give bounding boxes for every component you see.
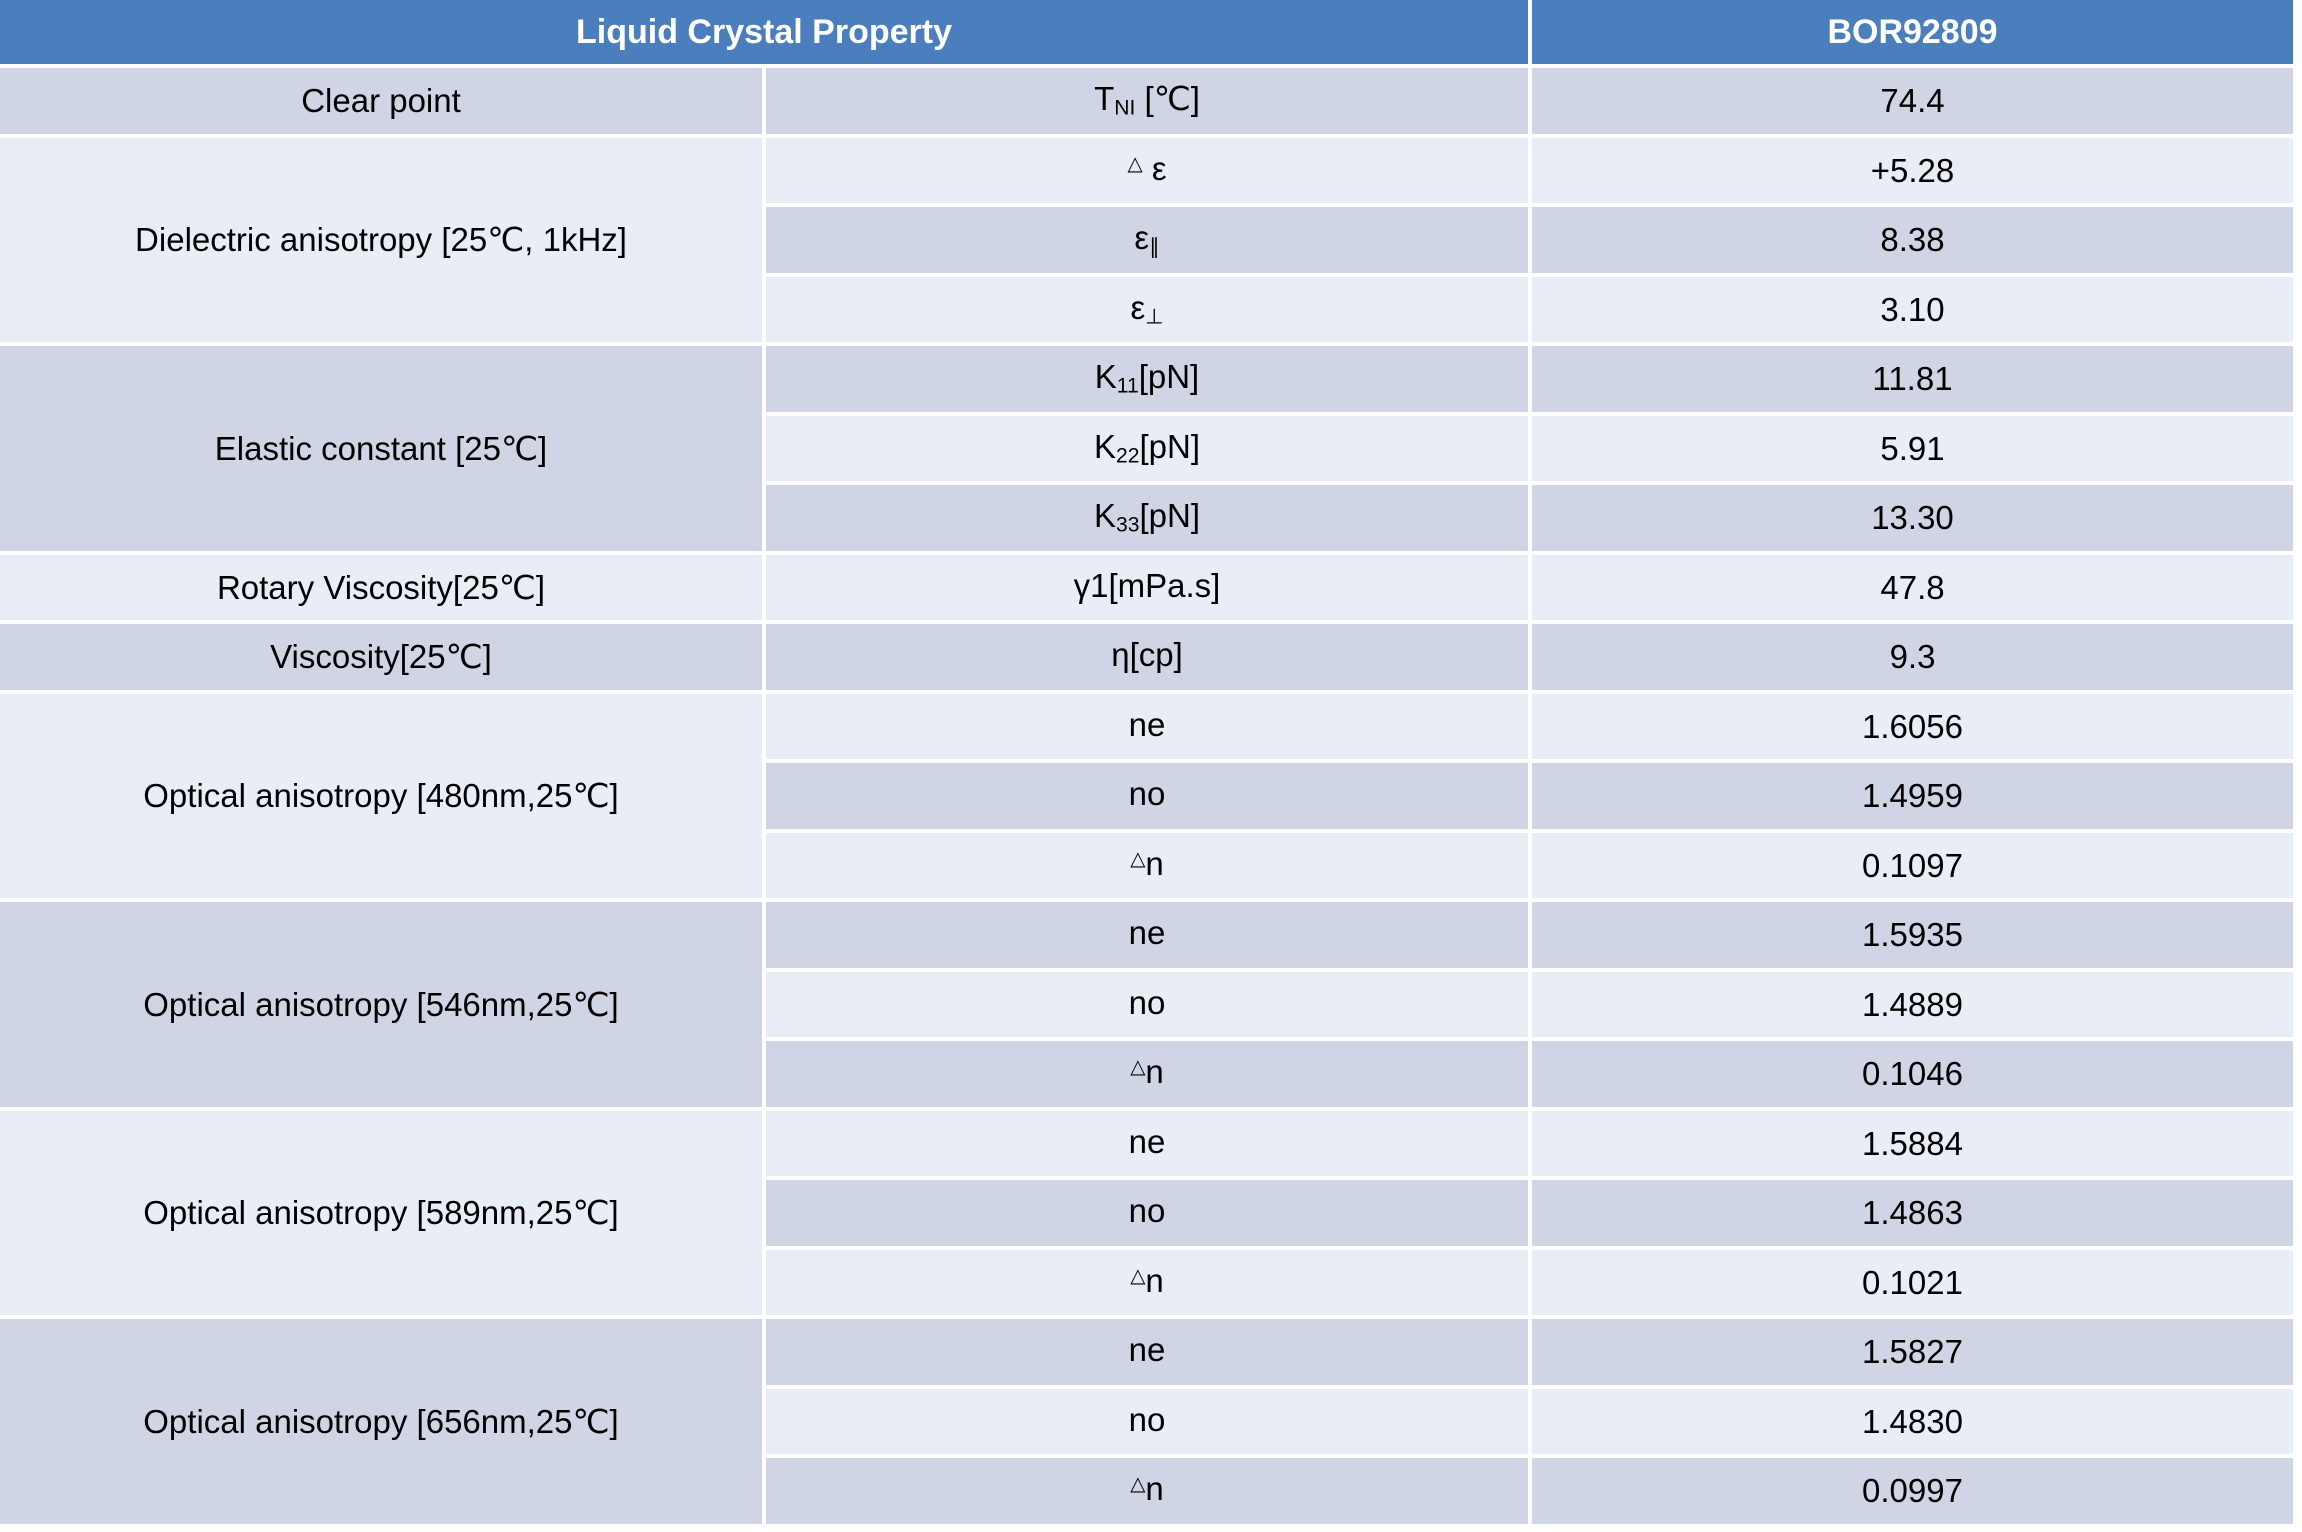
value-cell-dn-589: 0.1021 [1532, 1249, 2293, 1315]
param-cell-no-656: no [766, 1388, 1528, 1454]
value-cell-no-656: 1.4830 [1532, 1388, 2293, 1454]
value-cell-k33: 13.30 [1532, 485, 2293, 551]
param-cell-dn-589: △n [766, 1249, 1528, 1315]
param-cell-eta: η[cp] [766, 624, 1528, 690]
param-cell-k22: K22[pN] [766, 415, 1528, 481]
param-cell-ne-546: ne [766, 902, 1528, 968]
param-cell-no-546: no [766, 971, 1528, 1037]
param-cell-no-589: no [766, 1180, 1528, 1246]
group-cell-optical-656nm: Optical anisotropy [656nm,25℃] [0, 1319, 762, 1524]
param-cell-dn-656: △n [766, 1458, 1528, 1524]
group-cell-optical-589nm: Optical anisotropy [589nm,25℃] [0, 1110, 762, 1315]
value-cell-epsilon-parallel: 8.38 [1532, 207, 2293, 273]
param-cell-no-480: no [766, 763, 1528, 829]
value-cell-no-589: 1.4863 [1532, 1180, 2293, 1246]
group-cell-viscosity: Viscosity[25℃] [0, 624, 762, 690]
value-cell-ne-480: 1.6056 [1532, 693, 2293, 759]
table-header-property: Liquid Crystal Property [0, 0, 1528, 64]
param-cell-k33: K33[pN] [766, 485, 1528, 551]
group-cell-optical-546nm: Optical anisotropy [546nm,25℃] [0, 902, 762, 1107]
param-cell-ne-589: ne [766, 1110, 1528, 1176]
group-cell-dielectric-anisotropy: Dielectric anisotropy [25℃, 1kHz] [0, 137, 762, 342]
param-cell-ne-656: ne [766, 1319, 1528, 1385]
group-cell-optical-480nm: Optical anisotropy [480nm,25℃] [0, 693, 762, 898]
value-cell-k11: 11.81 [1532, 346, 2293, 412]
value-cell-dn-480: 0.1097 [1532, 832, 2293, 898]
value-cell-ne-546: 1.5935 [1532, 902, 2293, 968]
value-cell-epsilon-perpendicular: 3.10 [1532, 276, 2293, 342]
value-cell-ne-589: 1.5884 [1532, 1110, 2293, 1176]
param-cell-epsilon-parallel: ε∥ [766, 207, 1528, 273]
param-cell-ne-480: ne [766, 693, 1528, 759]
value-cell-ne-656: 1.5827 [1532, 1319, 2293, 1385]
group-cell-rotary-viscosity: Rotary Viscosity[25℃] [0, 554, 762, 620]
param-cell-dn-480: △n [766, 832, 1528, 898]
param-cell-dn-546: △n [766, 1041, 1528, 1107]
value-cell-eta: 9.3 [1532, 624, 2293, 690]
value-cell-gamma1: 47.8 [1532, 554, 2293, 620]
value-cell-delta-epsilon: +5.28 [1532, 137, 2293, 203]
value-cell-k22: 5.91 [1532, 415, 2293, 481]
group-cell-clear-point: Clear point [0, 68, 762, 134]
value-cell-no-480: 1.4959 [1532, 763, 2293, 829]
param-cell-k11: K11[pN] [766, 346, 1528, 412]
table-header-sample: BOR92809 [1532, 0, 2293, 64]
value-cell-no-546: 1.4889 [1532, 971, 2293, 1037]
group-cell-elastic-constant: Elastic constant [25℃] [0, 346, 762, 551]
param-cell-tni: TNI [℃] [766, 68, 1528, 134]
param-cell-gamma1: γ1[mPa.s] [766, 554, 1528, 620]
param-cell-delta-epsilon: △ ε [766, 137, 1528, 203]
value-cell-tni: 74.4 [1532, 68, 2293, 134]
param-cell-epsilon-perpendicular: ε⊥ [766, 276, 1528, 342]
value-cell-dn-546: 0.1046 [1532, 1041, 2293, 1107]
value-cell-dn-656: 0.0997 [1532, 1458, 2293, 1524]
